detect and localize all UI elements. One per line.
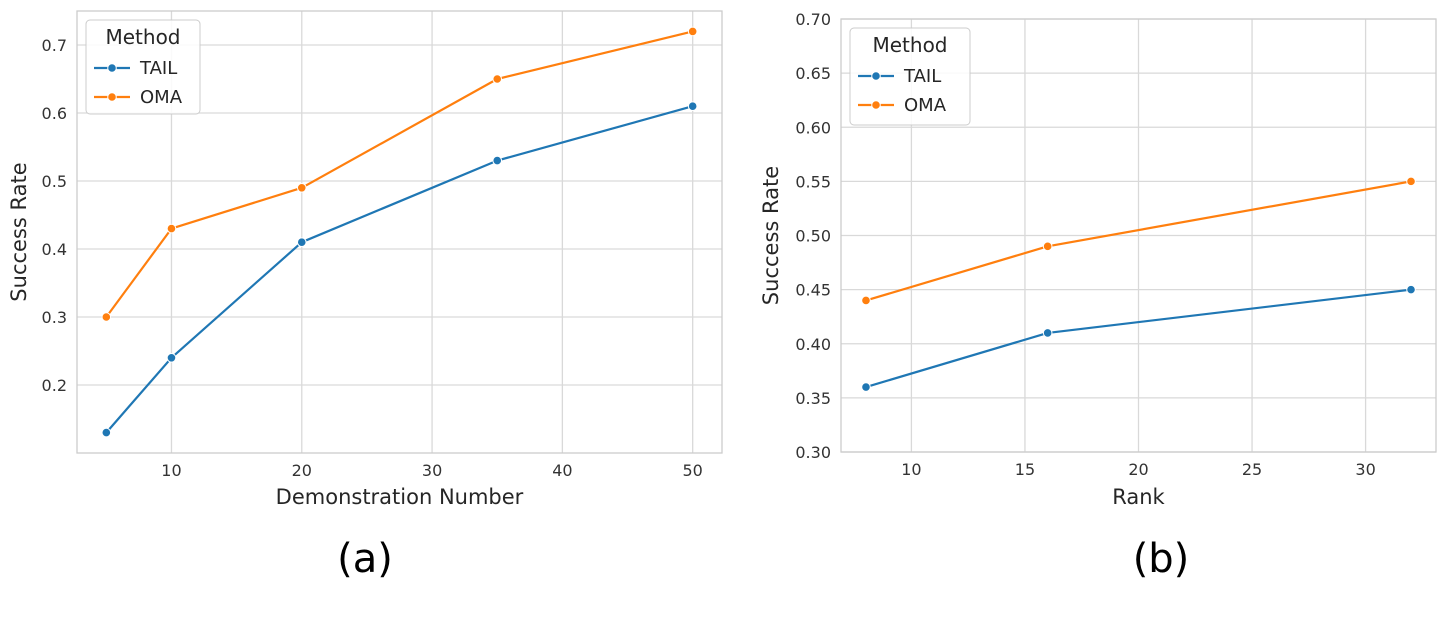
x-tick-label: 40 xyxy=(552,461,572,480)
x-tick-label: 30 xyxy=(1355,460,1375,479)
x-tick-label: 10 xyxy=(161,461,181,480)
panel-caption: (b) xyxy=(1133,536,1190,582)
legend-label-oma: OMA xyxy=(904,95,947,116)
x-tick-label: 30 xyxy=(422,461,442,480)
data-point-oma xyxy=(296,183,307,193)
series-line-tail xyxy=(105,105,693,434)
chart-b: 10 15 20 25 30 0.30 0.35 0.40 0.45 0.50 0.55 0.60 0.… xyxy=(759,10,1437,582)
y-tick-label: 0.45 xyxy=(795,281,831,300)
legend-marker-tail xyxy=(107,63,117,73)
x-tick-label: 20 xyxy=(1128,460,1148,479)
plot-frame xyxy=(76,10,723,454)
data-point-tail xyxy=(861,382,871,392)
data-point-tail xyxy=(687,101,698,111)
legend-box xyxy=(849,27,971,126)
data-point-oma xyxy=(687,26,698,37)
data-point-oma xyxy=(1042,241,1053,252)
y-tick-label: 0.55 xyxy=(795,172,831,191)
plot-frame xyxy=(840,18,1437,453)
x-axis-label: Rank xyxy=(1112,485,1165,509)
data-point-tail xyxy=(1042,328,1053,338)
chart-a: 10 20 30 40 50 0.2 0.3 0.4 0.5 0.6 0.7 Demonstratio… xyxy=(7,10,723,582)
legend-title: Method xyxy=(872,33,947,57)
data-point-oma xyxy=(166,223,177,234)
legend-label-tail: TAIL xyxy=(903,66,941,87)
y-tick-label: 0.70 xyxy=(795,10,831,29)
legend-box xyxy=(85,19,201,115)
y-tick-label: 0.3 xyxy=(42,308,67,327)
x-tick-label: 25 xyxy=(1242,460,1262,479)
y-tick-label: 0.60 xyxy=(795,118,831,137)
legend-marker-oma xyxy=(107,92,117,102)
y-tick-label: 0.6 xyxy=(42,104,67,123)
y-tick-label: 0.7 xyxy=(42,36,67,55)
legend-marker-tail xyxy=(871,71,881,81)
data-point-oma xyxy=(492,74,503,84)
data-point-tail xyxy=(166,353,177,363)
y-tick-label: 0.50 xyxy=(795,227,831,246)
legend-marker-oma xyxy=(871,100,881,110)
legend-label-oma: OMA xyxy=(140,87,183,108)
panel-caption: (a) xyxy=(337,536,393,582)
legend-title: Method xyxy=(105,25,180,49)
data-point-oma xyxy=(861,295,871,306)
y-axis-label: Success Rate xyxy=(759,166,783,305)
data-point-tail xyxy=(296,237,307,247)
data-point-tail xyxy=(101,427,112,438)
x-tick-label: 10 xyxy=(901,460,921,479)
data-point-tail xyxy=(1406,284,1416,295)
y-tick-label: 0.65 xyxy=(795,64,831,83)
data-point-oma xyxy=(1406,176,1416,187)
y-tick-label: 0.4 xyxy=(42,240,67,259)
data-point-oma xyxy=(101,312,112,322)
data-point-tail xyxy=(492,155,503,166)
y-tick-label: 0.40 xyxy=(795,335,831,354)
legend: Method TAIL OMA xyxy=(849,27,971,126)
legend: Method TAIL OMA xyxy=(85,19,201,115)
x-axis-label: Demonstration Number xyxy=(276,485,524,509)
y-tick-label: 0.30 xyxy=(795,443,831,462)
x-tick-label: 50 xyxy=(683,461,703,480)
legend-label-tail: TAIL xyxy=(139,58,177,79)
y-axis-label: Success Rate xyxy=(7,162,31,301)
y-tick-label: 0.5 xyxy=(42,172,67,191)
y-tick-label: 0.2 xyxy=(42,376,67,395)
x-tick-label: 15 xyxy=(1015,460,1035,479)
x-tick-label: 20 xyxy=(292,461,312,480)
y-tick-label: 0.35 xyxy=(795,389,831,408)
